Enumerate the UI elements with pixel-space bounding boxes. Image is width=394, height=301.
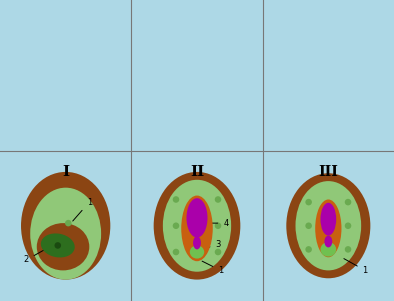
Ellipse shape bbox=[190, 245, 204, 259]
Ellipse shape bbox=[324, 236, 332, 247]
Ellipse shape bbox=[320, 242, 336, 257]
Ellipse shape bbox=[186, 198, 208, 237]
Ellipse shape bbox=[194, 236, 200, 242]
Text: 4: 4 bbox=[208, 219, 229, 228]
Ellipse shape bbox=[320, 203, 336, 236]
Ellipse shape bbox=[345, 199, 351, 205]
Ellipse shape bbox=[305, 246, 312, 253]
Ellipse shape bbox=[305, 199, 312, 205]
Text: 1: 1 bbox=[73, 198, 92, 221]
Text: 3: 3 bbox=[205, 240, 221, 249]
Ellipse shape bbox=[215, 196, 221, 203]
Ellipse shape bbox=[315, 200, 342, 257]
Ellipse shape bbox=[41, 234, 75, 257]
Ellipse shape bbox=[345, 246, 351, 253]
Ellipse shape bbox=[173, 222, 179, 229]
Text: 1: 1 bbox=[344, 259, 368, 275]
Text: III: III bbox=[318, 165, 338, 179]
Ellipse shape bbox=[296, 181, 361, 270]
Text: 1: 1 bbox=[202, 261, 223, 275]
Ellipse shape bbox=[215, 222, 221, 229]
Ellipse shape bbox=[21, 172, 110, 280]
Ellipse shape bbox=[345, 222, 351, 229]
Ellipse shape bbox=[37, 223, 89, 270]
Ellipse shape bbox=[173, 196, 179, 203]
Text: II: II bbox=[190, 165, 204, 179]
Ellipse shape bbox=[181, 196, 213, 261]
Ellipse shape bbox=[193, 236, 201, 250]
Ellipse shape bbox=[54, 242, 61, 249]
Ellipse shape bbox=[163, 180, 231, 272]
Ellipse shape bbox=[154, 172, 240, 280]
Ellipse shape bbox=[65, 220, 72, 226]
Text: 2: 2 bbox=[24, 248, 48, 264]
Text: I: I bbox=[62, 165, 69, 179]
Ellipse shape bbox=[215, 249, 221, 255]
Ellipse shape bbox=[305, 222, 312, 229]
Ellipse shape bbox=[30, 188, 101, 280]
Ellipse shape bbox=[173, 249, 179, 255]
Ellipse shape bbox=[286, 173, 370, 278]
Ellipse shape bbox=[325, 234, 332, 241]
